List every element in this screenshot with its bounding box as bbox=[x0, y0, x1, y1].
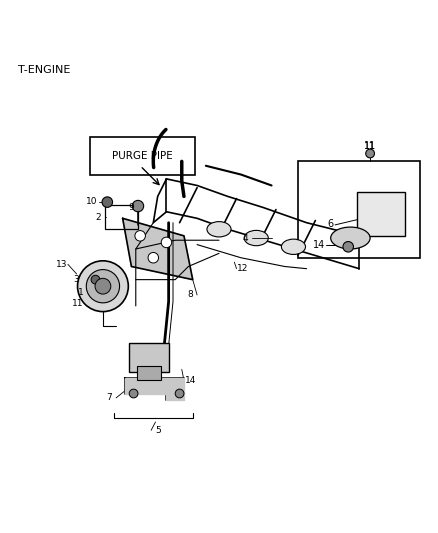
FancyBboxPatch shape bbox=[357, 192, 405, 236]
Text: 3: 3 bbox=[74, 275, 80, 284]
Circle shape bbox=[175, 389, 184, 398]
Circle shape bbox=[91, 275, 100, 284]
Text: 12: 12 bbox=[237, 264, 249, 273]
FancyBboxPatch shape bbox=[90, 138, 195, 174]
Text: 9: 9 bbox=[128, 203, 134, 212]
Text: 2: 2 bbox=[96, 213, 101, 222]
FancyBboxPatch shape bbox=[129, 343, 169, 372]
Text: 14: 14 bbox=[185, 376, 196, 385]
Circle shape bbox=[78, 261, 128, 312]
Text: PURGE PIPE: PURGE PIPE bbox=[112, 151, 173, 161]
Text: 8: 8 bbox=[187, 290, 194, 300]
Text: 7: 7 bbox=[106, 393, 113, 402]
Bar bbox=[298, 161, 420, 258]
Circle shape bbox=[86, 270, 120, 303]
Ellipse shape bbox=[207, 222, 231, 237]
Ellipse shape bbox=[331, 227, 370, 249]
Circle shape bbox=[102, 197, 113, 207]
Text: 10: 10 bbox=[86, 197, 98, 206]
Polygon shape bbox=[125, 378, 184, 400]
Text: 11: 11 bbox=[364, 142, 376, 150]
Circle shape bbox=[135, 231, 145, 241]
Ellipse shape bbox=[281, 239, 306, 254]
Circle shape bbox=[95, 278, 111, 294]
Text: T-ENGINE: T-ENGINE bbox=[18, 65, 70, 75]
Text: 1: 1 bbox=[78, 288, 84, 297]
Text: 5: 5 bbox=[155, 426, 161, 435]
Polygon shape bbox=[123, 219, 193, 280]
Text: 6: 6 bbox=[328, 219, 334, 229]
Circle shape bbox=[148, 253, 159, 263]
Circle shape bbox=[161, 237, 172, 248]
Text: 11: 11 bbox=[364, 141, 376, 151]
FancyBboxPatch shape bbox=[137, 366, 161, 379]
Text: 11: 11 bbox=[72, 299, 84, 308]
Text: 14: 14 bbox=[313, 240, 325, 251]
Circle shape bbox=[129, 389, 138, 398]
Text: 13: 13 bbox=[56, 260, 67, 269]
Circle shape bbox=[366, 149, 374, 158]
Circle shape bbox=[343, 241, 353, 252]
Text: 4: 4 bbox=[243, 233, 248, 243]
Bar bbox=[105, 205, 138, 229]
Circle shape bbox=[132, 200, 144, 212]
Ellipse shape bbox=[244, 230, 268, 246]
